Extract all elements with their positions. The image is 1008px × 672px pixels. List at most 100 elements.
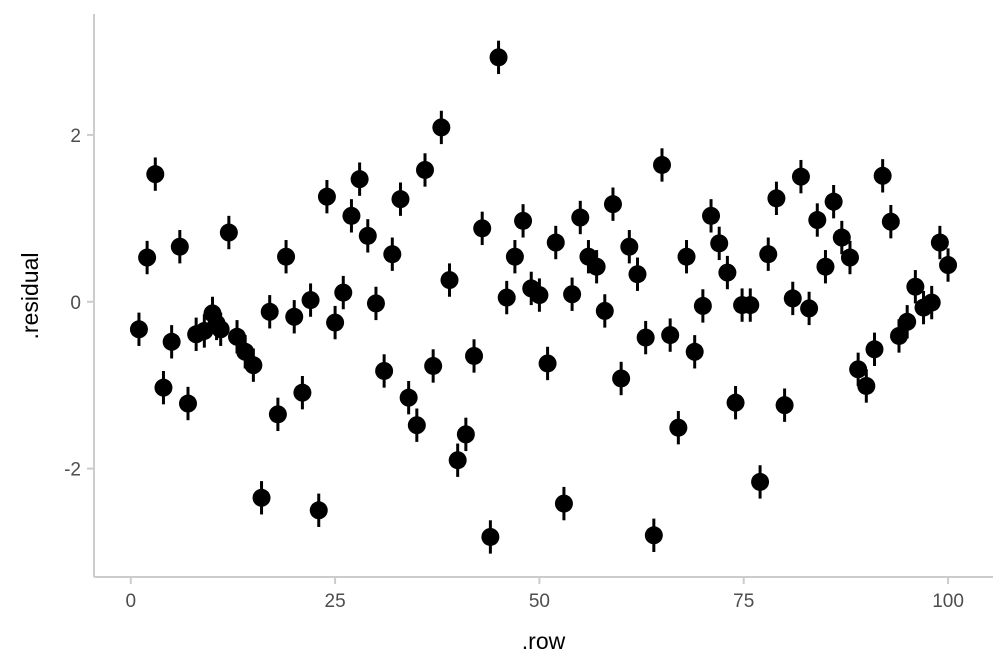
- data-point-1: [129, 320, 148, 339]
- data-point-90: [849, 360, 868, 379]
- data-point-59: [595, 301, 614, 320]
- data-point-56: [571, 208, 590, 227]
- data-point-55: [563, 285, 582, 304]
- data-point-67: [661, 326, 680, 345]
- data-point-32: [375, 361, 394, 380]
- data-point-19: [268, 405, 287, 424]
- x-axis-ticks: 0 25 50 75 100: [125, 578, 964, 612]
- data-point-24: [309, 501, 328, 520]
- data-point-64: [636, 328, 655, 347]
- data-point-65: [644, 526, 663, 545]
- data-point-95: [890, 326, 909, 345]
- y-axis-ticks: -2 0 2: [64, 126, 93, 481]
- data-point-51: [530, 286, 549, 305]
- data-point-41: [448, 451, 467, 470]
- data-point-70: [685, 342, 704, 361]
- data-point-3: [146, 165, 165, 184]
- data-point-91: [857, 376, 876, 395]
- data-point-75: [726, 393, 745, 412]
- data-point-31: [366, 294, 385, 313]
- data-point-23: [301, 291, 320, 310]
- data-point-27: [334, 283, 353, 302]
- y-tick-label: 0: [70, 293, 81, 314]
- data-point-14: [228, 327, 247, 346]
- data-point-42: [456, 425, 475, 444]
- data-point-45: [481, 527, 500, 546]
- data-point-92: [865, 340, 884, 359]
- data-point-6: [170, 237, 189, 256]
- x-tick-label: 100: [932, 591, 964, 612]
- data-point-53: [546, 233, 565, 252]
- data-point-37: [415, 160, 434, 179]
- data-point-71: [693, 296, 712, 315]
- data-point-18: [260, 302, 279, 321]
- x-tick-label: 0: [125, 591, 136, 612]
- data-point-16: [244, 356, 263, 375]
- data-point-43: [465, 346, 484, 365]
- data-point-20: [277, 247, 296, 266]
- data-point-78: [751, 472, 770, 491]
- data-point-25: [317, 187, 336, 206]
- y-tick-label: 2: [70, 126, 81, 147]
- data-point-34: [391, 190, 410, 209]
- data-point-85: [808, 211, 827, 230]
- data-point-12: [211, 320, 230, 339]
- data-point-22: [293, 383, 312, 402]
- data-point-39: [432, 118, 451, 137]
- data-point-60: [603, 195, 622, 214]
- data-point-96: [898, 312, 917, 331]
- data-point-69: [677, 247, 696, 266]
- data-point-5: [162, 332, 181, 351]
- data-points: [129, 48, 958, 546]
- data-point-80: [767, 189, 786, 208]
- data-point-46: [489, 48, 508, 67]
- data-point-4: [154, 378, 173, 397]
- data-point-94: [881, 212, 900, 231]
- data-point-26: [326, 313, 345, 332]
- data-point-62: [620, 237, 639, 256]
- data-point-2: [138, 248, 157, 267]
- data-point-36: [407, 416, 426, 435]
- data-point-89: [840, 248, 859, 267]
- data-point-47: [497, 288, 516, 307]
- data-point-82: [783, 289, 802, 308]
- data-point-15: [236, 342, 255, 361]
- data-point-40: [440, 271, 459, 290]
- x-tick-label: 25: [325, 591, 346, 612]
- data-point-49: [514, 211, 533, 230]
- data-point-93: [873, 166, 892, 185]
- x-tick-label: 50: [529, 591, 550, 612]
- y-tick-label: -2: [64, 460, 81, 481]
- data-point-33: [383, 245, 402, 264]
- data-point-81: [775, 396, 794, 415]
- data-point-35: [399, 388, 418, 407]
- data-point-30: [358, 226, 377, 245]
- y-axis-title: .residual: [17, 253, 43, 340]
- x-axis-title: .row: [522, 628, 566, 654]
- data-point-17: [252, 488, 271, 507]
- data-point-7: [178, 394, 197, 413]
- data-point-84: [800, 299, 819, 318]
- data-point-58: [587, 257, 606, 276]
- data-point-79: [759, 245, 778, 264]
- data-point-38: [424, 356, 443, 375]
- data-point-52: [538, 354, 557, 373]
- data-point-100: [930, 233, 949, 252]
- data-point-29: [350, 170, 369, 189]
- data-point-88: [832, 228, 851, 247]
- data-point-83: [791, 167, 810, 186]
- data-point-73: [710, 234, 729, 253]
- plot-area: [93, 14, 993, 578]
- data-point-63: [628, 265, 647, 284]
- data-point-61: [612, 369, 631, 388]
- data-point-28: [342, 206, 361, 225]
- data-point-21: [285, 307, 304, 326]
- data-point-77: [741, 296, 760, 315]
- data-point-44: [473, 219, 492, 238]
- data-point-87: [824, 192, 843, 211]
- data-point-48: [505, 247, 524, 266]
- data-point-68: [669, 418, 688, 437]
- data-point-74: [718, 263, 737, 282]
